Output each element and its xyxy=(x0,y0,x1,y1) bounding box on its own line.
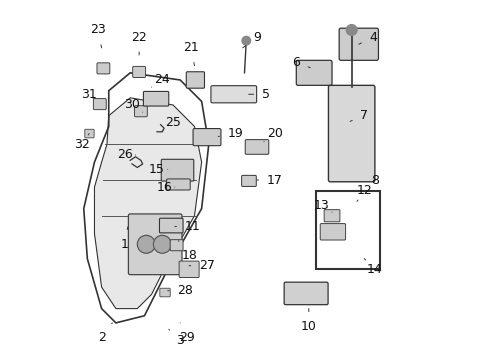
Text: 28: 28 xyxy=(167,284,193,297)
Text: 5: 5 xyxy=(248,88,269,101)
FancyBboxPatch shape xyxy=(97,63,110,74)
FancyBboxPatch shape xyxy=(128,214,182,275)
Text: 9: 9 xyxy=(242,31,261,48)
Text: 27: 27 xyxy=(189,259,215,272)
FancyBboxPatch shape xyxy=(324,210,339,222)
Text: 19: 19 xyxy=(218,127,243,140)
Text: 17: 17 xyxy=(257,174,282,186)
Text: 6: 6 xyxy=(292,55,310,69)
Text: 31: 31 xyxy=(81,88,97,101)
Text: 4: 4 xyxy=(358,31,376,44)
FancyBboxPatch shape xyxy=(160,288,170,297)
Text: 1: 1 xyxy=(121,227,128,251)
Text: 14: 14 xyxy=(364,258,382,276)
Text: 7: 7 xyxy=(349,109,367,122)
Text: 30: 30 xyxy=(124,99,142,112)
Text: 2: 2 xyxy=(98,323,112,344)
Text: 8: 8 xyxy=(364,174,378,191)
FancyBboxPatch shape xyxy=(210,86,256,103)
FancyBboxPatch shape xyxy=(93,99,106,110)
FancyBboxPatch shape xyxy=(328,85,374,182)
Text: 24: 24 xyxy=(151,73,170,87)
Text: 23: 23 xyxy=(90,23,106,48)
FancyBboxPatch shape xyxy=(339,28,378,60)
Text: 22: 22 xyxy=(131,31,147,55)
Circle shape xyxy=(346,24,356,35)
FancyBboxPatch shape xyxy=(159,218,183,233)
FancyBboxPatch shape xyxy=(296,60,331,85)
Text: 15: 15 xyxy=(149,163,167,176)
Circle shape xyxy=(153,235,171,253)
FancyBboxPatch shape xyxy=(161,159,193,181)
FancyBboxPatch shape xyxy=(166,179,190,190)
Polygon shape xyxy=(94,98,201,309)
Text: 20: 20 xyxy=(264,127,282,142)
Text: 21: 21 xyxy=(183,41,199,66)
Text: 25: 25 xyxy=(162,116,181,130)
Bar xyxy=(315,191,380,269)
Circle shape xyxy=(242,36,250,45)
FancyBboxPatch shape xyxy=(132,66,145,77)
Text: 10: 10 xyxy=(300,309,316,333)
Text: 12: 12 xyxy=(356,184,371,202)
Text: 26: 26 xyxy=(117,148,135,162)
Text: 16: 16 xyxy=(156,181,175,194)
Text: 3: 3 xyxy=(168,329,184,347)
FancyBboxPatch shape xyxy=(241,175,256,186)
Circle shape xyxy=(137,235,155,253)
Text: 29: 29 xyxy=(179,323,195,344)
FancyBboxPatch shape xyxy=(84,129,94,138)
FancyBboxPatch shape xyxy=(186,72,204,88)
FancyBboxPatch shape xyxy=(170,240,183,251)
FancyBboxPatch shape xyxy=(284,282,327,305)
Text: 32: 32 xyxy=(74,134,90,151)
Text: 11: 11 xyxy=(175,220,200,233)
FancyBboxPatch shape xyxy=(179,261,199,278)
Text: 13: 13 xyxy=(313,198,331,212)
FancyBboxPatch shape xyxy=(143,91,168,106)
Text: 18: 18 xyxy=(178,241,197,261)
FancyBboxPatch shape xyxy=(244,140,268,154)
FancyBboxPatch shape xyxy=(320,224,345,240)
FancyBboxPatch shape xyxy=(134,106,147,117)
FancyBboxPatch shape xyxy=(193,129,221,146)
